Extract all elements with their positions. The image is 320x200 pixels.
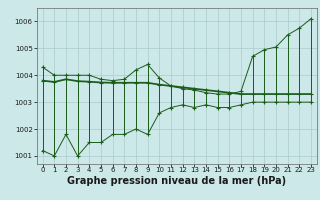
X-axis label: Graphe pression niveau de la mer (hPa): Graphe pression niveau de la mer (hPa) [67, 176, 286, 186]
